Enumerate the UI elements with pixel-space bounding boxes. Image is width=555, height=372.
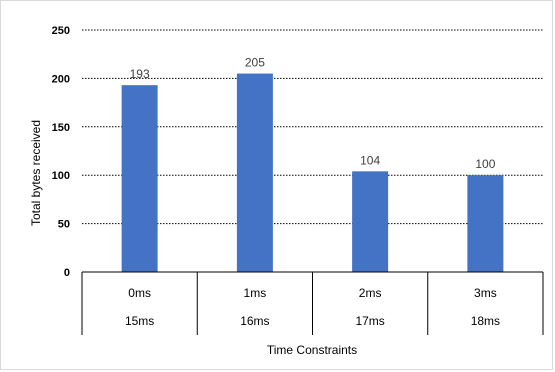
x-category-sublabel: 18ms — [471, 314, 500, 328]
y-tick-label: 250 — [52, 25, 70, 37]
grid-lines — [82, 29, 543, 225]
x-category-sublabel: 17ms — [355, 314, 384, 328]
bar — [236, 73, 273, 272]
x-category-label: 0ms — [128, 286, 151, 300]
data-label: 193 — [130, 67, 150, 81]
y-axis-ticks: 0 50 100 150 200 250 — [52, 25, 70, 279]
x-category-label: 3ms — [474, 286, 497, 300]
y-tick-label: 150 — [52, 122, 70, 134]
data-label: 100 — [475, 157, 495, 171]
x-axis-title: Time Constraints — [267, 343, 357, 357]
x-axis-table: 0ms 15ms 1ms 16ms 2ms 17ms 3ms 18ms — [81, 271, 544, 335]
x-category-sublabel: 15ms — [125, 314, 154, 328]
y-tick-label: 100 — [52, 170, 70, 182]
x-category-sublabel: 16ms — [240, 314, 269, 328]
bar — [121, 85, 158, 273]
bars — [121, 73, 504, 273]
y-tick-label: 200 — [52, 73, 70, 85]
bar — [467, 175, 504, 272]
y-tick-label: 50 — [58, 219, 70, 231]
x-category-label: 2ms — [359, 286, 382, 300]
data-labels: 193 205 104 100 — [130, 56, 496, 172]
y-axis-title: Total bytes received — [29, 120, 43, 226]
bar — [352, 171, 389, 272]
data-label: 104 — [360, 153, 380, 167]
x-category-label: 1ms — [244, 286, 267, 300]
y-tick-label: 0 — [64, 267, 70, 279]
data-label: 205 — [245, 56, 265, 70]
